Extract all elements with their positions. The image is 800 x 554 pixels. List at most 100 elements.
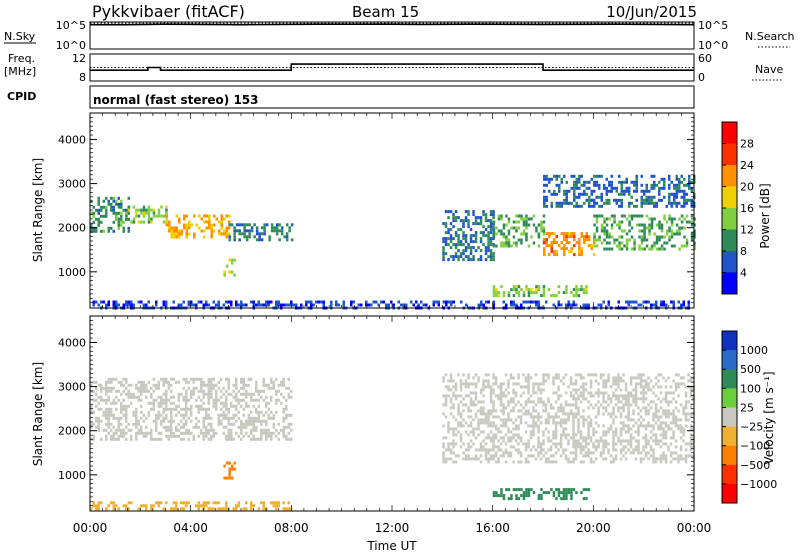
colorbar-swatch	[722, 229, 737, 252]
data-cell	[165, 407, 168, 411]
data-cell	[640, 303, 643, 307]
data-cell	[667, 427, 670, 431]
data-cell	[479, 240, 483, 244]
data-cell	[270, 416, 273, 420]
data-cell	[260, 419, 263, 423]
data-cell	[192, 389, 195, 393]
data-cell	[568, 250, 571, 254]
data-cell	[489, 237, 493, 241]
data-cell	[272, 425, 275, 429]
data-cell	[537, 439, 540, 443]
data-cell	[257, 410, 260, 414]
data-cell	[285, 425, 288, 429]
data-cell	[684, 448, 688, 452]
colorbar-tick-label: 8	[740, 245, 747, 258]
data-cell	[230, 431, 233, 435]
data-cell	[263, 232, 266, 236]
data-cell	[125, 407, 128, 411]
data-cell	[207, 407, 210, 411]
data-cell	[658, 198, 661, 202]
data-cell	[222, 410, 225, 414]
data-cell	[479, 216, 483, 220]
data-cell	[637, 439, 640, 443]
data-cell	[157, 501, 160, 505]
data-cell	[527, 291, 531, 295]
data-cell	[574, 448, 578, 452]
data-cell	[492, 285, 496, 289]
data-cell	[210, 422, 213, 426]
data-cell	[452, 445, 455, 449]
data-cell	[535, 300, 538, 304]
data-cell	[550, 204, 553, 208]
data-cell	[228, 238, 231, 242]
data-cell	[260, 428, 263, 432]
data-cell	[574, 433, 578, 437]
data-cell	[525, 285, 528, 289]
data-cell	[578, 253, 581, 257]
data-cell	[110, 422, 113, 426]
freq-label: Freq.	[8, 52, 35, 65]
data-cell	[160, 205, 163, 209]
data-cell	[230, 270, 234, 274]
data-cell	[100, 501, 103, 505]
data-cell	[447, 243, 450, 247]
data-cell	[474, 427, 478, 431]
data-cell	[572, 451, 575, 455]
data-cell	[622, 439, 625, 443]
data-cell	[212, 300, 215, 304]
data-cell	[552, 436, 555, 440]
data-cell	[95, 504, 98, 508]
data-cell	[280, 428, 283, 432]
data-cell	[265, 383, 268, 387]
data-cell	[668, 192, 671, 196]
data-cell	[97, 407, 100, 411]
data-cell	[522, 300, 525, 304]
data-cell	[604, 385, 608, 389]
data-cell	[517, 488, 521, 492]
data-cell	[145, 504, 148, 508]
data-cell	[577, 388, 580, 392]
data-cell	[525, 300, 528, 304]
data-cell	[492, 300, 495, 304]
data-cell	[178, 217, 181, 221]
data-cell	[92, 205, 95, 209]
data-cell	[512, 288, 516, 292]
data-cell	[210, 392, 213, 396]
data-cell	[537, 285, 541, 289]
data-cell	[638, 214, 641, 218]
data-cell	[147, 300, 150, 304]
data-cell	[150, 208, 153, 212]
data-cell	[225, 434, 228, 438]
data-cell	[617, 376, 620, 380]
data-cell	[605, 241, 609, 245]
data-cell	[604, 430, 608, 434]
data-cell	[648, 223, 651, 227]
data-cell	[137, 395, 140, 399]
data-cell	[285, 404, 288, 408]
data-cell	[497, 291, 501, 295]
data-cell	[670, 244, 674, 248]
data-cell	[557, 409, 560, 413]
data-cell	[653, 217, 656, 221]
data-cell	[497, 494, 501, 498]
data-cell	[122, 407, 125, 411]
data-cell	[640, 198, 643, 202]
data-cell	[569, 436, 573, 440]
data-cell	[502, 391, 505, 395]
data-cell	[673, 201, 676, 205]
data-cell	[637, 412, 640, 416]
data-cell	[620, 198, 623, 202]
data-cell	[173, 226, 176, 230]
data-cell	[110, 428, 113, 432]
data-cell	[422, 303, 425, 307]
freq-unit-label: [MHz]	[4, 65, 36, 78]
data-cell	[240, 404, 243, 408]
data-cell	[125, 507, 128, 511]
data-cell	[482, 430, 485, 434]
data-cell	[537, 451, 540, 455]
data-cell	[564, 457, 568, 461]
data-cell	[464, 234, 468, 238]
data-cell	[142, 389, 145, 393]
data-cell	[564, 400, 568, 404]
